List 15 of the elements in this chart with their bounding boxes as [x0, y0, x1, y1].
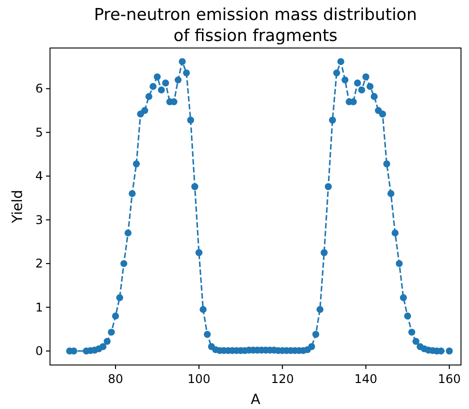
- y-tick-label: 3: [35, 212, 43, 227]
- y-tick-label: 2: [35, 256, 43, 271]
- x-axis-title: A: [250, 392, 261, 408]
- y-tick-label: 1: [35, 300, 43, 314]
- y-tick-label: 0: [35, 344, 43, 358]
- x-tick-label: 80: [108, 372, 124, 386]
- x-tick-label: 100: [188, 372, 210, 386]
- y-tick-label: 6: [35, 82, 43, 96]
- chart-title: Pre-neutron emission mass distribution of fission fragments: [94, 5, 417, 45]
- x-tick-label: 140: [354, 372, 378, 386]
- y-tick-label: 4: [35, 169, 43, 184]
- x-tick-label: 160: [438, 372, 461, 386]
- x-tick-label: 120: [270, 372, 294, 386]
- y-tick-label: 5: [35, 125, 43, 140]
- y-axis-title: Yield: [10, 190, 26, 224]
